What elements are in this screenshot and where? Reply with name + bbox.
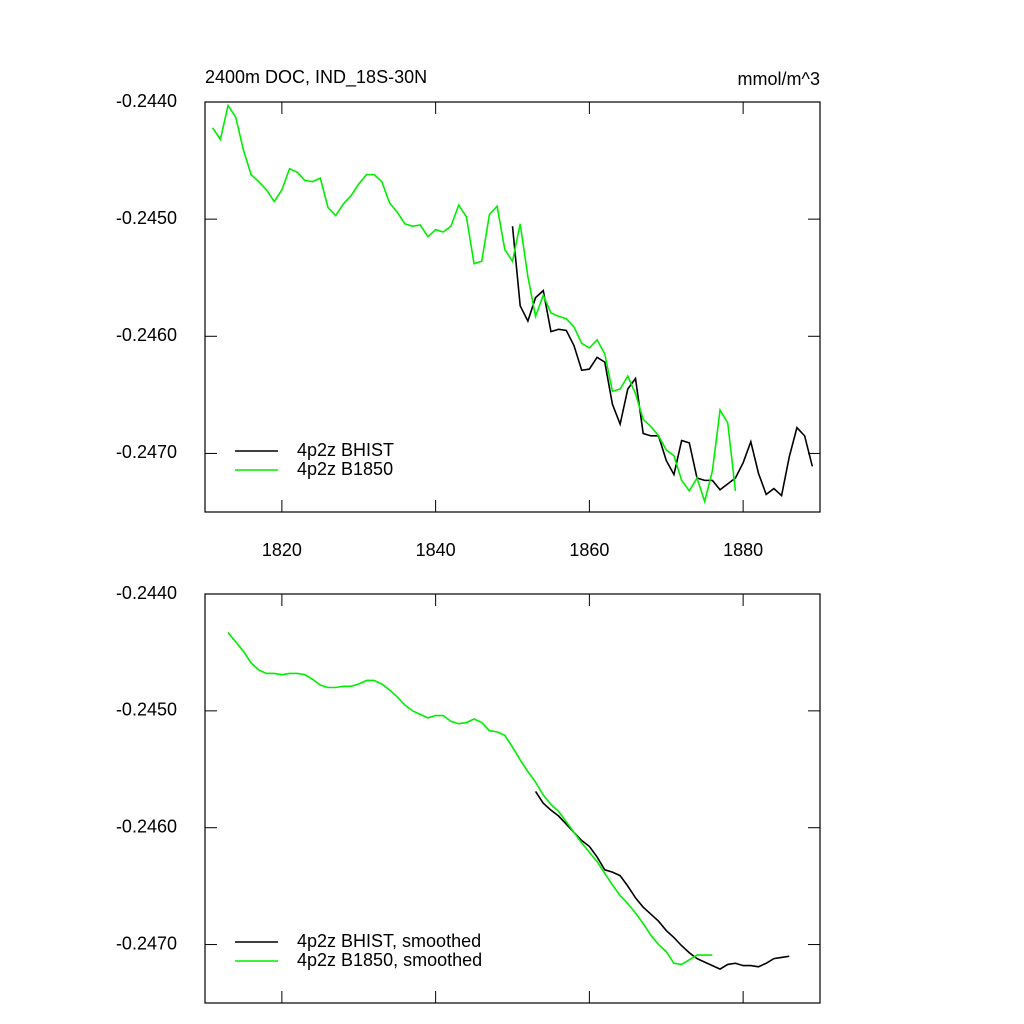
legend-label: 4p2z B1850	[297, 459, 393, 479]
y-tick-label: -0.2460	[116, 325, 177, 345]
y-tick-label: -0.2440	[116, 583, 177, 603]
data-line	[511, 226, 814, 498]
plot-frame	[204, 593, 821, 1004]
y-tick-label: -0.2470	[116, 442, 177, 462]
data-line	[212, 103, 737, 505]
y-tick-label: -0.2460	[116, 816, 177, 836]
data-line	[227, 632, 713, 966]
units-label: mmol/m^3	[738, 69, 820, 89]
legend-label: 4p2z BHIST	[297, 440, 394, 460]
x-tick-label: 1880	[723, 540, 763, 560]
data-line	[534, 791, 790, 971]
y-tick-label: -0.2470	[116, 933, 177, 953]
y-tick-label: -0.2450	[116, 700, 177, 720]
legend-label: 4p2z B1850, smoothed	[297, 950, 482, 970]
chart-title: 2400m DOC, IND_18S-30N	[205, 67, 427, 88]
plot-frame	[204, 101, 821, 513]
y-tick-label: -0.2450	[116, 208, 177, 228]
x-tick-label: 1820	[262, 540, 302, 560]
x-tick-label: 1860	[569, 540, 609, 560]
legend-label: 4p2z BHIST, smoothed	[297, 931, 481, 951]
y-tick-label: -0.2440	[116, 91, 177, 111]
x-tick-label: 1840	[416, 540, 456, 560]
